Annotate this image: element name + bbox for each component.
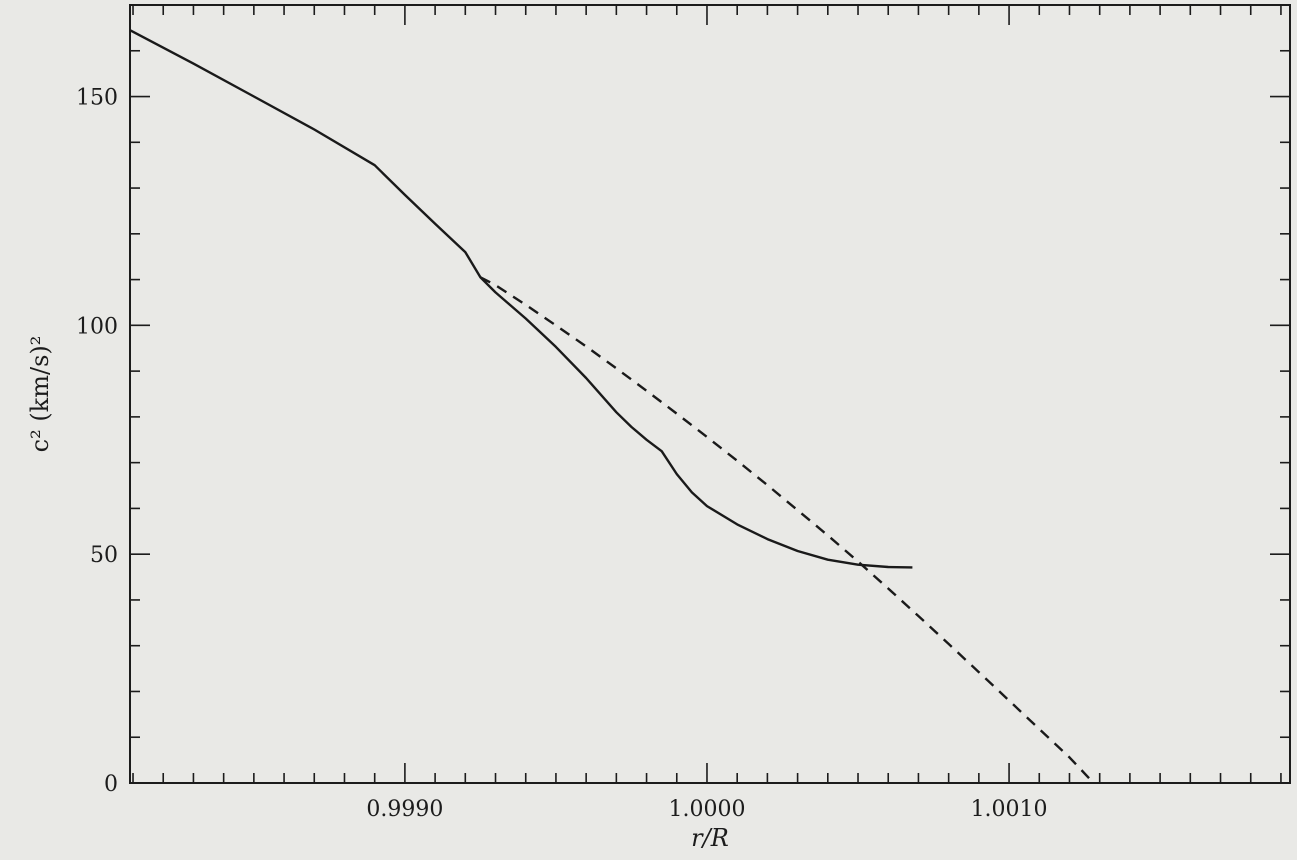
- x-tick-label: 1.0010: [971, 797, 1048, 822]
- y-tick-label: 150: [76, 86, 118, 111]
- y-axis-label: c² (km/s)²: [26, 336, 54, 453]
- x-tick-label: 0.9990: [366, 797, 443, 822]
- series-line-solid: [129, 29, 913, 569]
- x-axis-label: r/R: [691, 824, 729, 852]
- major-ticks: [130, 5, 1290, 784]
- x-tick-labels: 0.9990 1.0000 1.0010: [366, 797, 1047, 822]
- y-tick-labels: 0 50 100 150: [76, 86, 118, 797]
- y-tick-label: 0: [104, 772, 118, 797]
- plot-frame: [129, 4, 1291, 784]
- y-tick-label: 100: [76, 314, 118, 339]
- x-tick-label: 1.0000: [668, 797, 745, 822]
- minor-ticks: [130, 4, 1290, 783]
- y-tick-label: 50: [90, 543, 118, 568]
- series-layer: [129, 29, 1095, 784]
- series-line-dashed: [479, 276, 1095, 784]
